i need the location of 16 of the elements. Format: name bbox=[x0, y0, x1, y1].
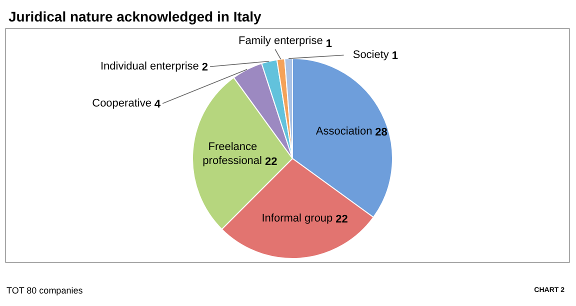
chart-title: Juridical nature acknowledged in Italy bbox=[8, 8, 262, 24]
data-label: 1 bbox=[392, 50, 398, 62]
data-label: 4 bbox=[154, 98, 162, 110]
data-label: 1 bbox=[326, 38, 332, 50]
slice-label: Informal group bbox=[262, 212, 333, 224]
slice-label: Family enterprise bbox=[238, 35, 323, 48]
slice-label: Society bbox=[352, 49, 390, 62]
data-label: 22 bbox=[264, 156, 278, 168]
slice-label: Individual enterprise bbox=[100, 60, 199, 73]
slice-label: Cooperative bbox=[92, 98, 152, 110]
data-label: 22 bbox=[336, 213, 348, 226]
data-label: 28 bbox=[375, 126, 388, 138]
data-label: 2 bbox=[202, 62, 208, 74]
text: TOT 80 companies bbox=[6, 286, 84, 296]
slice-label: Association bbox=[316, 125, 372, 138]
slice-label: Freelance professional bbox=[202, 140, 262, 167]
